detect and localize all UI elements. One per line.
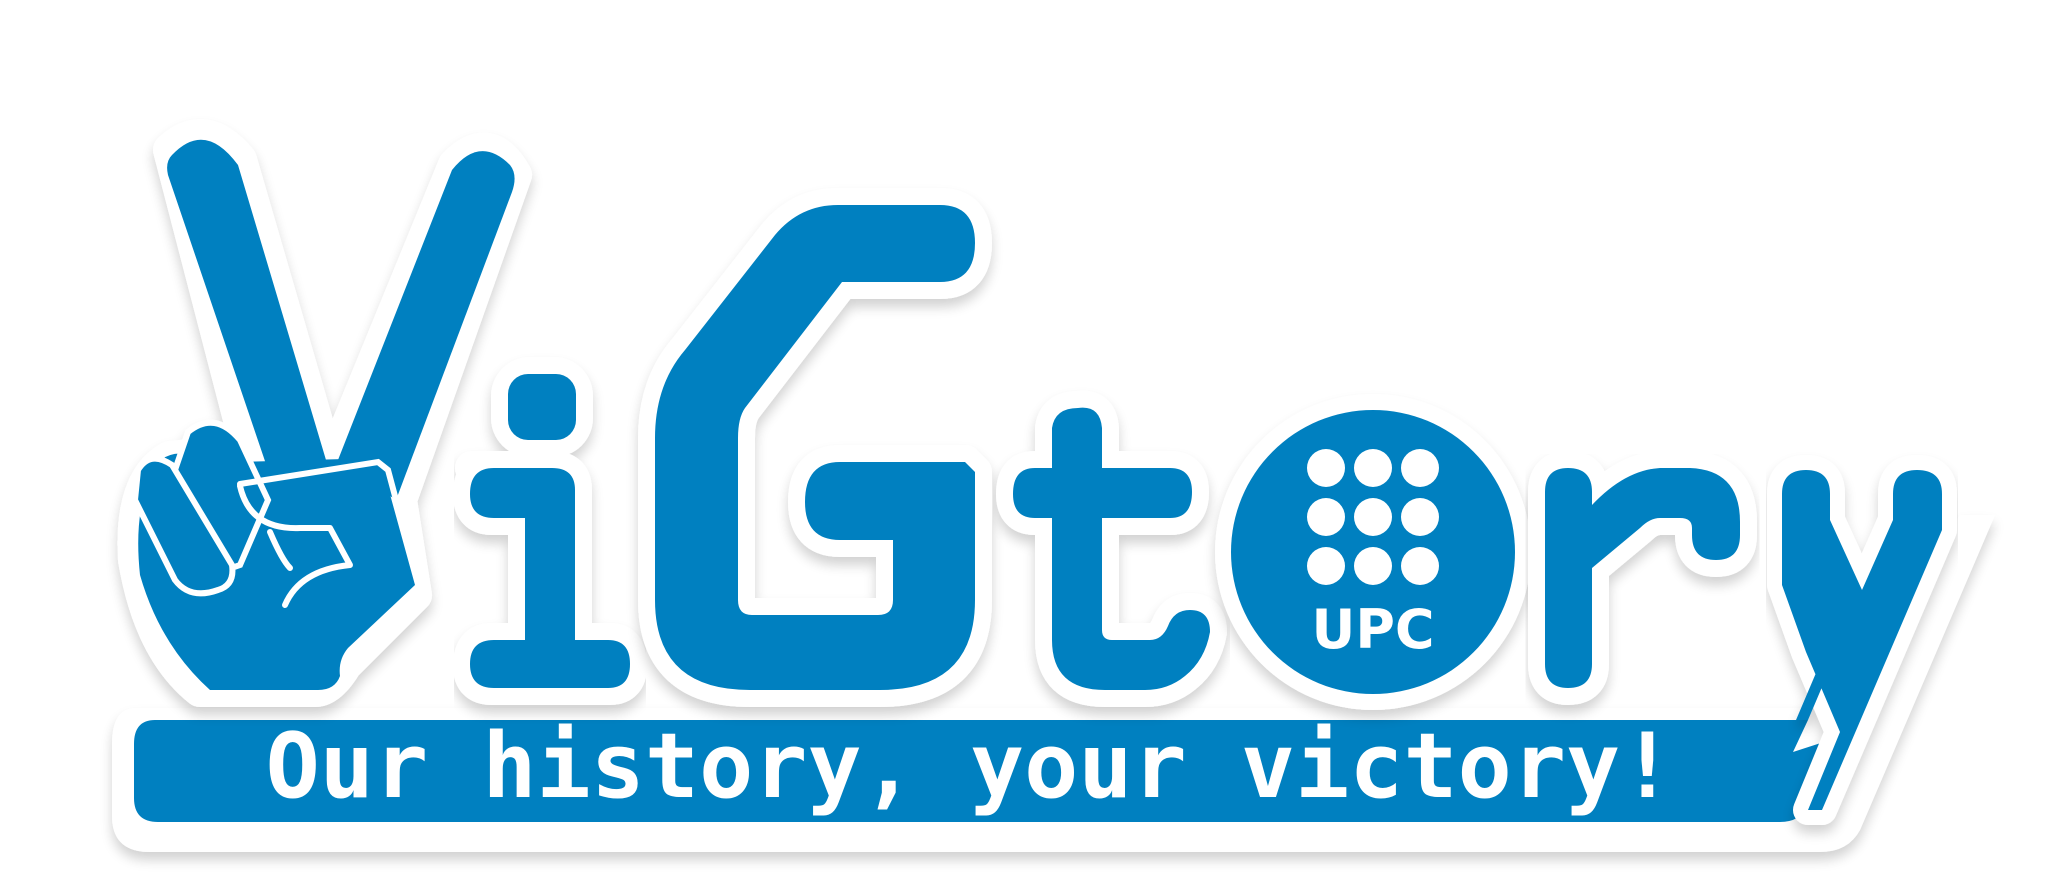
seal-text: UPC <box>1311 598 1434 661</box>
tagline-banner: Our history, your victory! <box>112 515 1995 852</box>
wordmark-letter-r <box>1528 451 1757 705</box>
wordmark-letter-g <box>638 188 992 707</box>
wordmark-letter-y <box>1767 455 1957 825</box>
tagline-text: Our history, your victory! <box>266 714 1675 819</box>
wordmark-letter-t <box>996 390 1227 707</box>
wordmark-letter-i <box>453 357 647 705</box>
seal-dot-grid <box>1307 449 1439 585</box>
peace-sign-hand-icon <box>117 119 532 707</box>
upc-university-seal-icon: UPC <box>1215 394 1531 710</box>
